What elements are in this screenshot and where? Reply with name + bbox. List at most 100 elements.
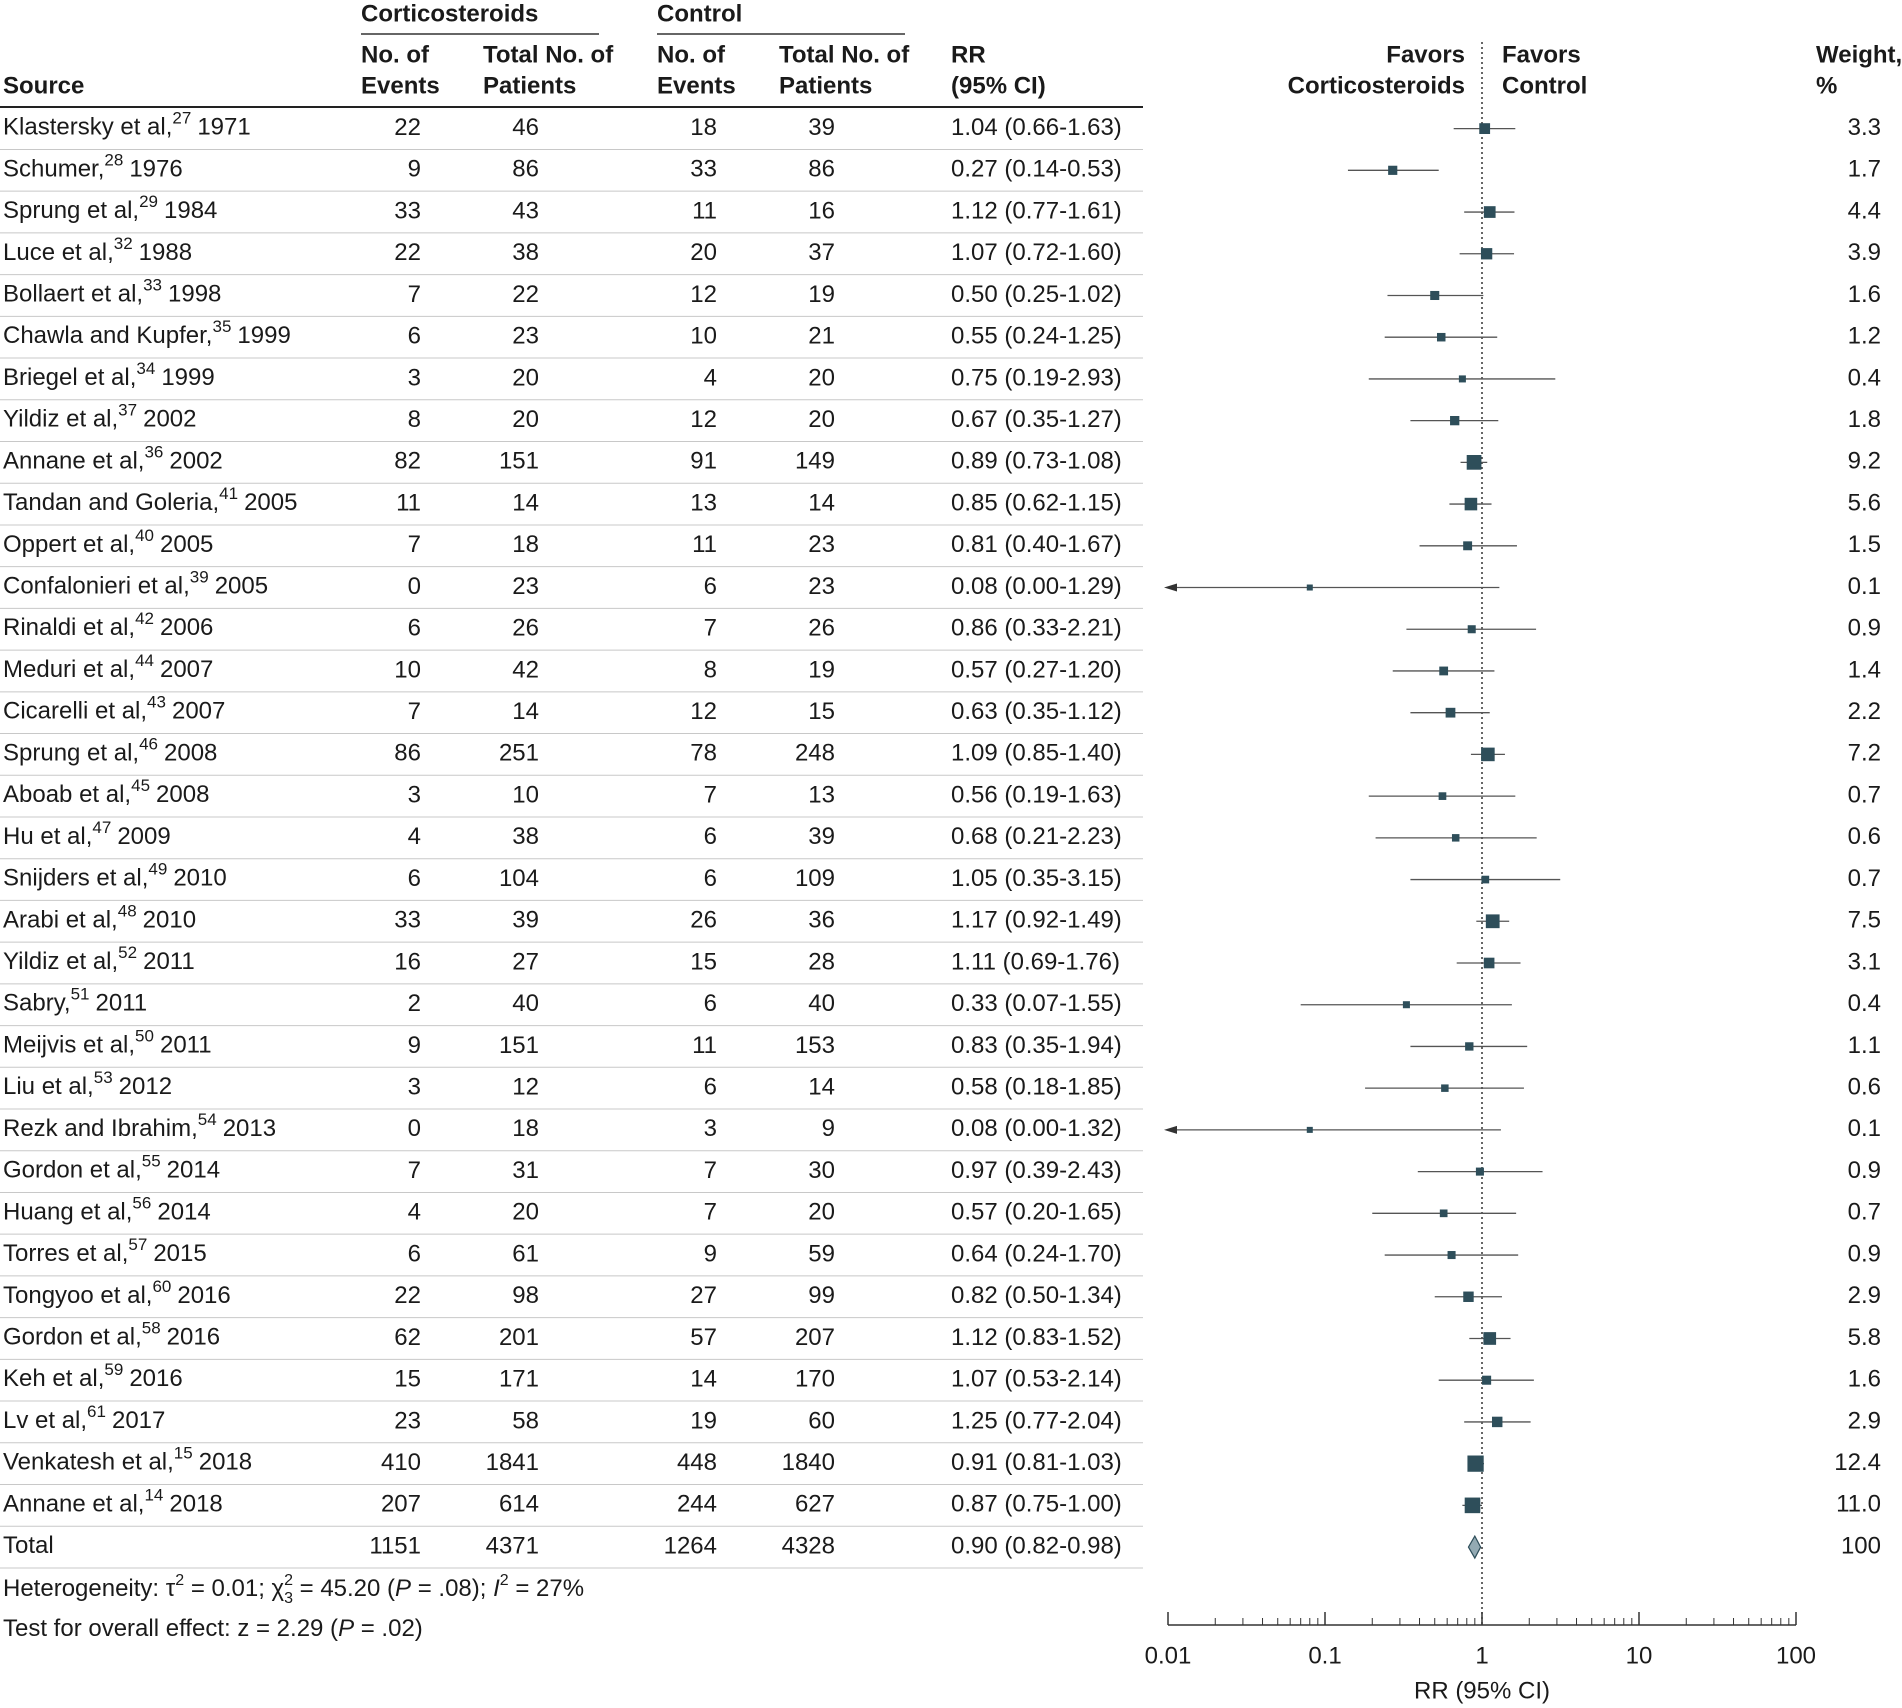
- effect-marker: [1466, 455, 1482, 470]
- reference-number: 34: [136, 359, 155, 378]
- cell-number: 20: [690, 239, 717, 266]
- effect-marker: [1458, 375, 1466, 383]
- cell-number: 201: [499, 1324, 539, 1351]
- study-year: 1971: [197, 114, 250, 141]
- cell-number: 15: [808, 698, 835, 725]
- study-source: Sprung et al,46 2008: [3, 735, 217, 767]
- footnote-part: = 27%: [509, 1575, 584, 1602]
- source-name: Rinaldi et al,: [3, 615, 135, 642]
- effect-marker: [1464, 1497, 1481, 1514]
- cell-number: 86: [512, 156, 539, 183]
- weight: 9.2: [1848, 448, 1881, 475]
- cell-number: 14: [808, 1074, 835, 1101]
- source-name: Meijvis et al,: [3, 1032, 135, 1059]
- ci-arrow: [1164, 1125, 1177, 1134]
- cell-number: 22: [512, 281, 539, 308]
- source-name: Chawla and Kupfer,: [3, 323, 212, 350]
- weight: 0.7: [1848, 865, 1881, 892]
- source-name: Yildiz et al,: [3, 948, 118, 975]
- effect-marker: [1480, 248, 1493, 260]
- cell-number: 99: [808, 1282, 835, 1309]
- footnote-part: = 45.20 (: [293, 1575, 395, 1602]
- weight: 5.8: [1848, 1324, 1881, 1351]
- cell-number: 7: [408, 1157, 421, 1184]
- cell-number: 11: [692, 1032, 717, 1059]
- study-year: 2010: [143, 907, 196, 934]
- cell-number: 13: [808, 781, 835, 808]
- cell-number: 62: [394, 1324, 421, 1351]
- study-year: 2016: [177, 1282, 230, 1309]
- cell-number: 33: [394, 907, 421, 934]
- column-header: Corticosteroids: [1288, 72, 1465, 99]
- reference-number: 56: [132, 1194, 151, 1213]
- column-header: Favors: [1502, 41, 1581, 68]
- reference-number: 47: [92, 818, 111, 837]
- cell-number: 59: [808, 1240, 835, 1267]
- effect-marker: [1485, 914, 1500, 929]
- rr-ci: 1.12 (0.83-1.52): [951, 1324, 1122, 1351]
- reference-number: 43: [147, 693, 166, 712]
- cell-number: 12: [690, 281, 717, 308]
- cell-number: 98: [512, 1282, 539, 1309]
- cell-number: 10: [394, 656, 421, 683]
- effect-marker: [1306, 1126, 1313, 1133]
- effect-marker: [1306, 584, 1313, 591]
- cell-number: 22: [394, 239, 421, 266]
- cell-number: 14: [690, 1366, 717, 1393]
- rr-ci: 1.07 (0.72-1.60): [951, 239, 1122, 266]
- cell-number: 151: [499, 1032, 539, 1059]
- cell-number: 20: [512, 364, 539, 391]
- study-source: Gordon et al,58 2016: [3, 1319, 220, 1351]
- x-tick-label: 0.01: [1145, 1642, 1192, 1669]
- rr-ci: 0.81 (0.40-1.67): [951, 531, 1122, 558]
- weight: 5.6: [1848, 489, 1881, 516]
- column-header: (95% CI): [951, 72, 1046, 99]
- cell-number: 14: [808, 489, 835, 516]
- study-year: 1976: [129, 156, 182, 183]
- cell-number: 40: [512, 990, 539, 1017]
- weight: 2.9: [1848, 1282, 1881, 1309]
- reference-number: 51: [71, 985, 90, 1004]
- study-source: Tandan and Goleria,41 2005: [3, 485, 297, 517]
- effect-marker: [1441, 1084, 1449, 1092]
- x-tick-label: 100: [1776, 1642, 1816, 1669]
- column-header: RR: [951, 41, 986, 68]
- footnote-part: = 0.01; χ: [184, 1575, 284, 1602]
- rr-ci: 0.57 (0.27-1.20): [951, 656, 1122, 683]
- cell-number: 26: [690, 907, 717, 934]
- source-name: Lv et al,: [3, 1407, 87, 1434]
- footnote: Test for overall effect: z = 2.29 (P = .…: [3, 1615, 423, 1642]
- effect-marker: [1402, 1001, 1410, 1009]
- weight: 12.4: [1834, 1449, 1881, 1476]
- column-header: Favors: [1386, 41, 1465, 68]
- cell-number: 410: [381, 1449, 421, 1476]
- column-header: Patients: [779, 72, 872, 99]
- reference-number: 27: [172, 109, 191, 128]
- reference-number: 59: [104, 1361, 123, 1380]
- study-source: Lv et al,61 2017: [3, 1402, 165, 1434]
- rr-ci: 0.50 (0.25-1.02): [951, 281, 1122, 308]
- study-source: Tongyoo et al,60 2016: [3, 1277, 231, 1309]
- rr-ci: 1.25 (0.77-2.04): [951, 1407, 1122, 1434]
- effect-marker: [1479, 123, 1491, 135]
- cell-number: 4328: [782, 1532, 835, 1559]
- study-source: Luce et al,32 1988: [3, 234, 192, 266]
- cell-number: 91: [690, 448, 717, 475]
- effect-marker: [1388, 165, 1398, 175]
- study-year: 2005: [215, 573, 268, 600]
- cell-number: 7: [408, 281, 421, 308]
- footnote-part: P: [338, 1615, 354, 1642]
- cell-number: 14: [512, 489, 539, 516]
- effect-marker: [1464, 497, 1478, 511]
- source-name: Klastersky et al,: [3, 114, 172, 141]
- cell-number: 8: [704, 656, 717, 683]
- cell-number: 26: [512, 615, 539, 642]
- study-year: 2010: [173, 865, 226, 892]
- cell-number: 9: [704, 1240, 717, 1267]
- cell-number: 38: [512, 823, 539, 850]
- weight: 1.8: [1848, 406, 1881, 433]
- reference-number: 54: [198, 1110, 217, 1129]
- rr-ci: 0.08 (0.00-1.29): [951, 573, 1122, 600]
- cell-number: 3: [704, 1115, 717, 1142]
- rr-ci: 0.90 (0.82-0.98): [951, 1532, 1122, 1559]
